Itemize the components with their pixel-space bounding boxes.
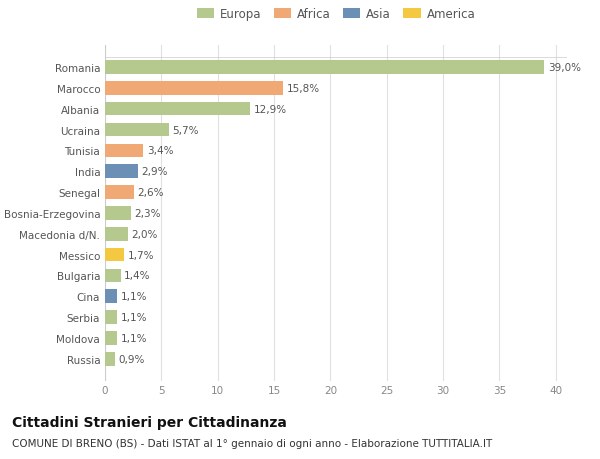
Text: 2,0%: 2,0% (131, 229, 157, 239)
Text: 1,1%: 1,1% (121, 333, 147, 343)
Text: 39,0%: 39,0% (548, 63, 581, 73)
Legend: Europa, Africa, Asia, America: Europa, Africa, Asia, America (197, 8, 475, 21)
Bar (105, 248, 124, 262)
Bar (105, 165, 137, 179)
Bar (105, 228, 128, 241)
Text: 2,6%: 2,6% (137, 188, 164, 198)
Text: 1,1%: 1,1% (121, 313, 147, 322)
Bar (105, 144, 143, 158)
Bar (105, 123, 169, 137)
Text: Cittadini Stranieri per Cittadinanza: Cittadini Stranieri per Cittadinanza (12, 415, 287, 429)
Bar (105, 331, 118, 345)
Text: 1,7%: 1,7% (128, 250, 154, 260)
Bar (105, 311, 118, 324)
Text: 1,4%: 1,4% (124, 271, 151, 281)
Text: 12,9%: 12,9% (254, 105, 287, 114)
Bar (105, 186, 134, 199)
Text: 0,9%: 0,9% (119, 354, 145, 364)
Bar (105, 290, 118, 303)
Bar (105, 269, 121, 283)
Text: COMUNE DI BRENO (BS) - Dati ISTAT al 1° gennaio di ogni anno - Elaborazione TUTT: COMUNE DI BRENO (BS) - Dati ISTAT al 1° … (12, 438, 492, 448)
Text: 1,1%: 1,1% (121, 291, 147, 302)
Bar (105, 352, 115, 366)
Text: 2,9%: 2,9% (141, 167, 167, 177)
Bar (105, 103, 250, 116)
Text: 3,4%: 3,4% (146, 146, 173, 156)
Text: 15,8%: 15,8% (286, 84, 320, 94)
Text: 5,7%: 5,7% (173, 125, 199, 135)
Bar (105, 207, 131, 220)
Text: 2,3%: 2,3% (134, 208, 161, 218)
Bar (105, 82, 283, 95)
Bar (105, 61, 544, 75)
